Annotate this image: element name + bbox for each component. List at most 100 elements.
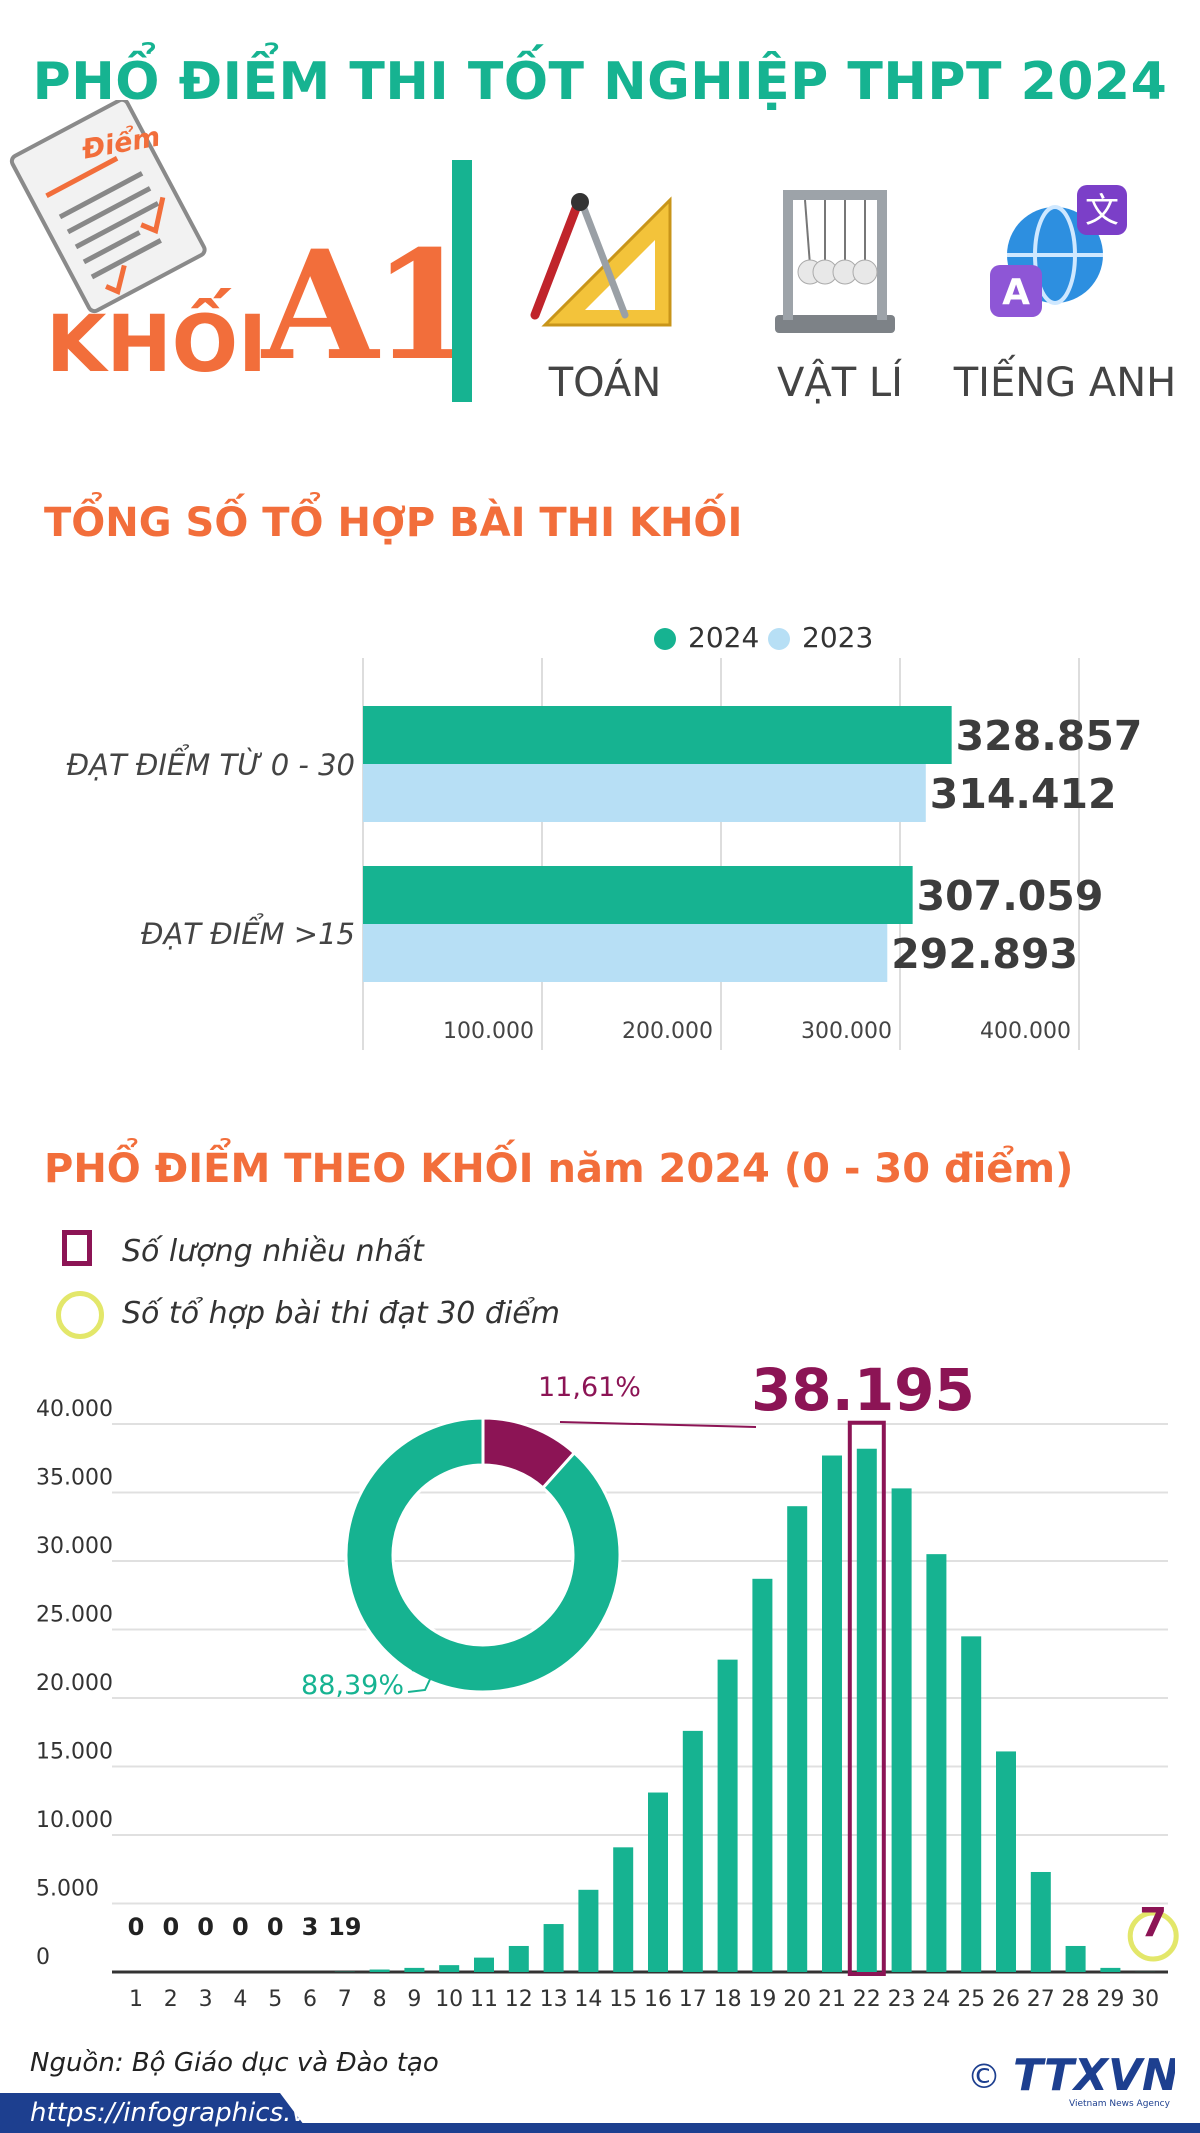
max-score-circle bbox=[1127, 1910, 1179, 1962]
x-tick-label: 15 bbox=[609, 1987, 637, 2010]
histogram-bar bbox=[648, 1792, 668, 1972]
donut-leader-line bbox=[407, 1669, 434, 1693]
donut-leader-line bbox=[559, 1421, 757, 1428]
x-tick-label: 20 bbox=[783, 1987, 811, 2010]
svg-text:©: © bbox=[967, 2057, 1001, 2097]
x-tick-label: 24 bbox=[922, 1987, 950, 2010]
y-tick-label: 15.000 bbox=[36, 1740, 113, 1765]
bar-value-label: 314.412 bbox=[930, 770, 1117, 818]
subject-label-math: TOÁN bbox=[548, 360, 662, 406]
bar-2023 bbox=[363, 924, 888, 982]
bar-category-label: ĐẠT ĐIỂM TỪ 0 - 30 bbox=[66, 748, 355, 782]
x-tick-label: 11 bbox=[470, 1987, 498, 2010]
x-tick-label: 22 bbox=[853, 1987, 881, 2010]
legend-30-label: Số tổ hợp bài thi đạt 30 điểm bbox=[122, 1296, 560, 1331]
small-value-label: 0 bbox=[162, 1913, 179, 1941]
x-tick-label: 2 bbox=[164, 1987, 178, 2010]
histogram-bar bbox=[822, 1455, 842, 1972]
small-value-label: 0 bbox=[128, 1913, 145, 1941]
page-title: PHỔ ĐIỂM THI TỐT NGHIỆP THPT 2024 bbox=[32, 52, 1168, 112]
khoi-code: A1 bbox=[262, 218, 477, 394]
ttxvn-logo: © TTXVN Vietnam News Agency bbox=[965, 2050, 1179, 2114]
histogram-bar bbox=[787, 1506, 808, 1972]
small-value-label: 0 bbox=[197, 1913, 214, 1941]
section2-title: PHỔ ĐIỂM THEO KHỐI năm 2024 (0 - 30 điểm… bbox=[44, 1146, 1074, 1192]
x-tick-label: 19 bbox=[748, 1987, 776, 2010]
donut-slice-label: 88,39% bbox=[301, 1670, 404, 1701]
ruler-compass-icon bbox=[525, 190, 675, 334]
x-tick-label: 21 bbox=[818, 1987, 846, 2010]
x-tick-label: 300.000 bbox=[801, 1019, 892, 1044]
translate-globe-icon: 文 A bbox=[985, 180, 1135, 334]
y-tick-label: 40.000 bbox=[36, 1397, 113, 1422]
y-tick-label: 20.000 bbox=[36, 1671, 113, 1696]
x-tick-label: 100.000 bbox=[443, 1019, 534, 1044]
y-tick-label: 0 bbox=[36, 1945, 50, 1970]
x-tick-label: 200.000 bbox=[622, 1019, 713, 1044]
histogram-bar bbox=[474, 1957, 494, 1972]
svg-text:Vietnam News Agency: Vietnam News Agency bbox=[1069, 2099, 1171, 2109]
bar-2024 bbox=[363, 706, 952, 764]
x-tick-label: 30 bbox=[1131, 1987, 1159, 2010]
y-tick-label: 5.000 bbox=[36, 1877, 99, 1902]
svg-text:TTXVN: TTXVN bbox=[1013, 2050, 1175, 2101]
max-value-label: 38.195 bbox=[751, 1356, 975, 1424]
x-tick-label: 9 bbox=[407, 1987, 421, 2010]
score-distribution-chart: 0 5.000 10.000 15.000 20.000 25.000 30.000 35.0… bbox=[36, 1356, 1179, 2010]
bar-2024 bbox=[363, 866, 913, 924]
x-tick-label: 7 bbox=[338, 1987, 352, 2010]
subject-label-english: TIẾNG ANH bbox=[953, 360, 1177, 406]
histogram-bar bbox=[752, 1578, 773, 1972]
x-tick-label: 16 bbox=[644, 1987, 672, 2010]
histogram-bar bbox=[961, 1636, 982, 1972]
x-tick-label: 8 bbox=[373, 1987, 387, 2010]
newton-cradle-icon bbox=[765, 180, 905, 344]
footer-url-band bbox=[0, 2093, 1200, 2133]
section1-title: TỔNG SỐ TỔ HỢP BÀI THI KHỐI bbox=[44, 500, 743, 546]
small-value-label: 0 bbox=[267, 1913, 284, 1941]
histogram-bar bbox=[1100, 1967, 1121, 1972]
paper-score-icon bbox=[0, 97, 210, 324]
histogram-bar bbox=[717, 1659, 738, 1972]
subject-label-physics: VẬT LÍ bbox=[777, 360, 903, 406]
legend-max-label: Số lượng nhiều nhất bbox=[122, 1234, 424, 1269]
x-tick-label: 17 bbox=[679, 1987, 707, 2010]
x-tick-label: 29 bbox=[1096, 1987, 1124, 2010]
legend-30-circle bbox=[56, 1291, 104, 1339]
x-tick-label: 14 bbox=[574, 1987, 602, 2010]
x-tick-label: 3 bbox=[199, 1987, 213, 2010]
legend-dot-2024 bbox=[654, 628, 676, 650]
footer-url-link[interactable]: https://infographics.vn bbox=[30, 2098, 324, 2128]
x-tick-label: 28 bbox=[1062, 1987, 1090, 2010]
x-tick-label: 6 bbox=[303, 1987, 317, 2010]
bar-value-label: 328.857 bbox=[956, 712, 1143, 760]
bar-value-label: 307.059 bbox=[917, 872, 1104, 920]
bar-category-label: ĐẠT ĐIỂM >15 bbox=[140, 917, 355, 951]
bar-2023 bbox=[363, 764, 926, 822]
x-tick-label: 5 bbox=[268, 1987, 282, 2010]
legend-max-box bbox=[62, 1230, 92, 1266]
x-tick-label: 10 bbox=[435, 1987, 463, 2010]
khoi-label: KHỐI bbox=[46, 300, 268, 390]
svg-text:文: 文 bbox=[1085, 191, 1119, 231]
x-tick-label: 12 bbox=[505, 1987, 533, 2010]
x-tick-label: 27 bbox=[1027, 1987, 1055, 2010]
x-tick-label: 13 bbox=[540, 1987, 568, 2010]
histogram-bar bbox=[508, 1945, 529, 1972]
x-tick-label: 25 bbox=[957, 1987, 985, 2010]
small-value-label: 0 bbox=[232, 1913, 249, 1941]
x-tick-label: 23 bbox=[888, 1987, 916, 2010]
histogram-bar bbox=[543, 1924, 564, 1972]
histogram-bar bbox=[891, 1488, 912, 1972]
svg-text:A: A bbox=[1002, 272, 1030, 313]
y-tick-label: 10.000 bbox=[36, 1808, 113, 1833]
x-tick-label: 26 bbox=[992, 1987, 1020, 2010]
source-note: Nguồn: Bộ Giáo dục và Đào tạo bbox=[30, 2048, 439, 2078]
histogram-bar bbox=[996, 1751, 1016, 1972]
donut-slice bbox=[344, 1416, 622, 1694]
histogram-bar bbox=[926, 1554, 947, 1972]
histogram-bar bbox=[1030, 1871, 1051, 1972]
legend-dot-2023 bbox=[768, 628, 790, 650]
x-tick-label: 4 bbox=[233, 1987, 247, 2010]
max-score-count-label: 7 bbox=[1139, 1900, 1167, 1946]
